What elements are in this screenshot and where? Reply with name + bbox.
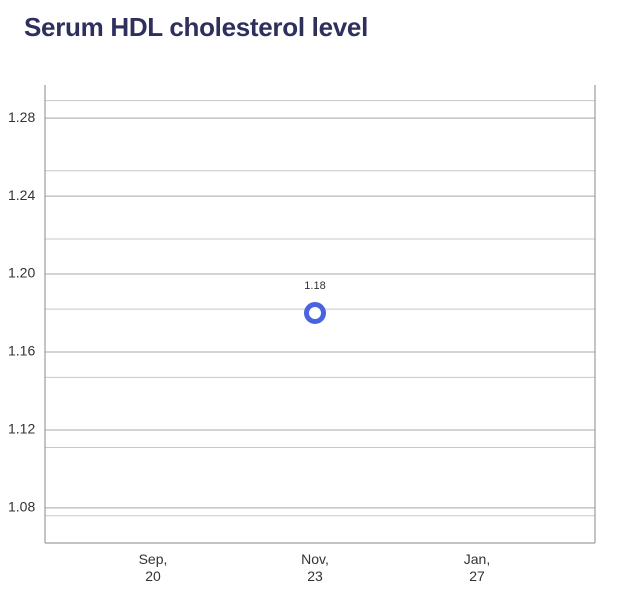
y-tick-label: 1.20 xyxy=(8,265,35,281)
data-label: 1.18 xyxy=(304,280,325,292)
chart-title: Serum HDL cholesterol level xyxy=(24,12,368,42)
y-tick-label: 1.16 xyxy=(8,343,35,359)
x-tick-label: Jan, 27 xyxy=(463,551,491,584)
y-tick-label: 1.12 xyxy=(8,421,35,437)
y-tick-label: 1.24 xyxy=(8,187,35,203)
y-tick-label: 1.08 xyxy=(8,499,35,515)
x-tick-label: Sep, 20 xyxy=(138,551,168,584)
point xyxy=(304,302,326,325)
y-tick-label: 1.28 xyxy=(8,109,35,125)
x-tick-label: Nov, 23 xyxy=(301,551,329,584)
